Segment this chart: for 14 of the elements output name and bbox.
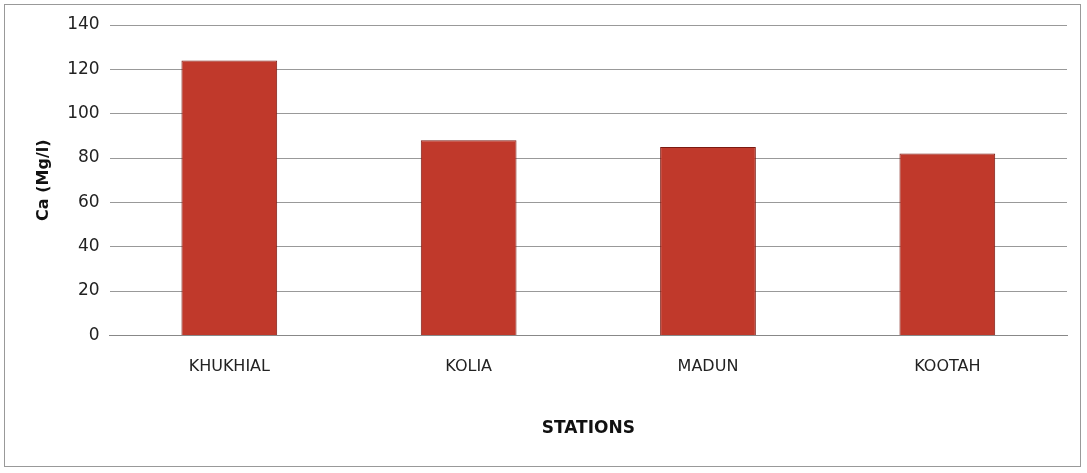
y-tick-label: 60 [78,190,100,211]
y-tick-label: 120 [67,57,100,78]
y-tick-label: 80 [78,146,100,167]
x-tick-label: MADUN [677,356,739,376]
x-tick-label: KOLIA [445,356,493,376]
y-tick-label: 140 [67,13,100,34]
y-tick-label: 20 [78,279,100,300]
y-tick-label: 0 [88,323,100,344]
x-axis-title: STATIONS [541,417,635,438]
y-axis-title: Ca (Mg/l) [32,139,52,221]
x-tick-label: KOOTAH [914,356,981,376]
x-tick-label: KHUKHIAL [188,356,271,376]
y-tick-label: 40 [78,235,100,256]
y-tick-label: 100 [67,102,100,123]
